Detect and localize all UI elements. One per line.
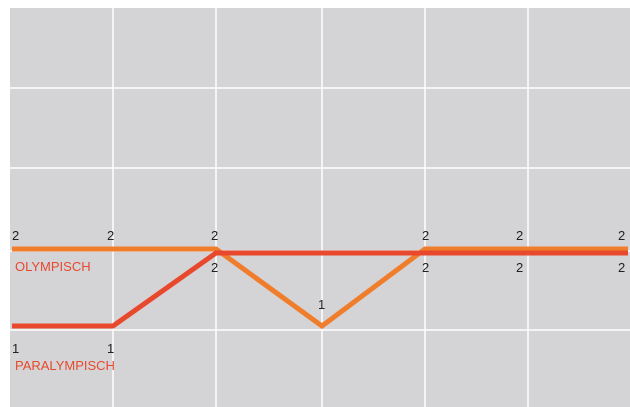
data-label-paralympisch: 2 <box>422 260 429 275</box>
data-label-olympisch: 2 <box>422 228 429 243</box>
data-label-paralympisch: 1 <box>107 341 114 356</box>
data-label-olympisch: 2 <box>618 228 625 243</box>
series-label-paralympisch: PARALYMPISCH <box>15 358 115 373</box>
series-line-olympisch <box>12 246 628 330</box>
data-label-paralympisch: 2 <box>211 260 218 275</box>
series-label-olympisch: OLYMPISCH <box>15 259 91 274</box>
series-lines <box>12 246 628 330</box>
series-line-paralympisch <box>12 250 628 329</box>
data-label-paralympisch: 1 <box>12 341 19 356</box>
data-label-olympisch: 2 <box>12 228 19 243</box>
grid <box>10 8 630 407</box>
value-labels: 2 2 2 1 2 2 2 1 1 2 2 2 2 <box>12 228 625 356</box>
data-label-paralympisch: 2 <box>516 260 523 275</box>
data-label-olympisch: 2 <box>516 228 523 243</box>
data-label-olympisch: 1 <box>318 297 325 312</box>
data-label-paralympisch: 2 <box>618 260 625 275</box>
data-label-olympisch: 2 <box>211 228 218 243</box>
data-label-olympisch: 2 <box>107 228 114 243</box>
plot-background <box>10 8 630 407</box>
